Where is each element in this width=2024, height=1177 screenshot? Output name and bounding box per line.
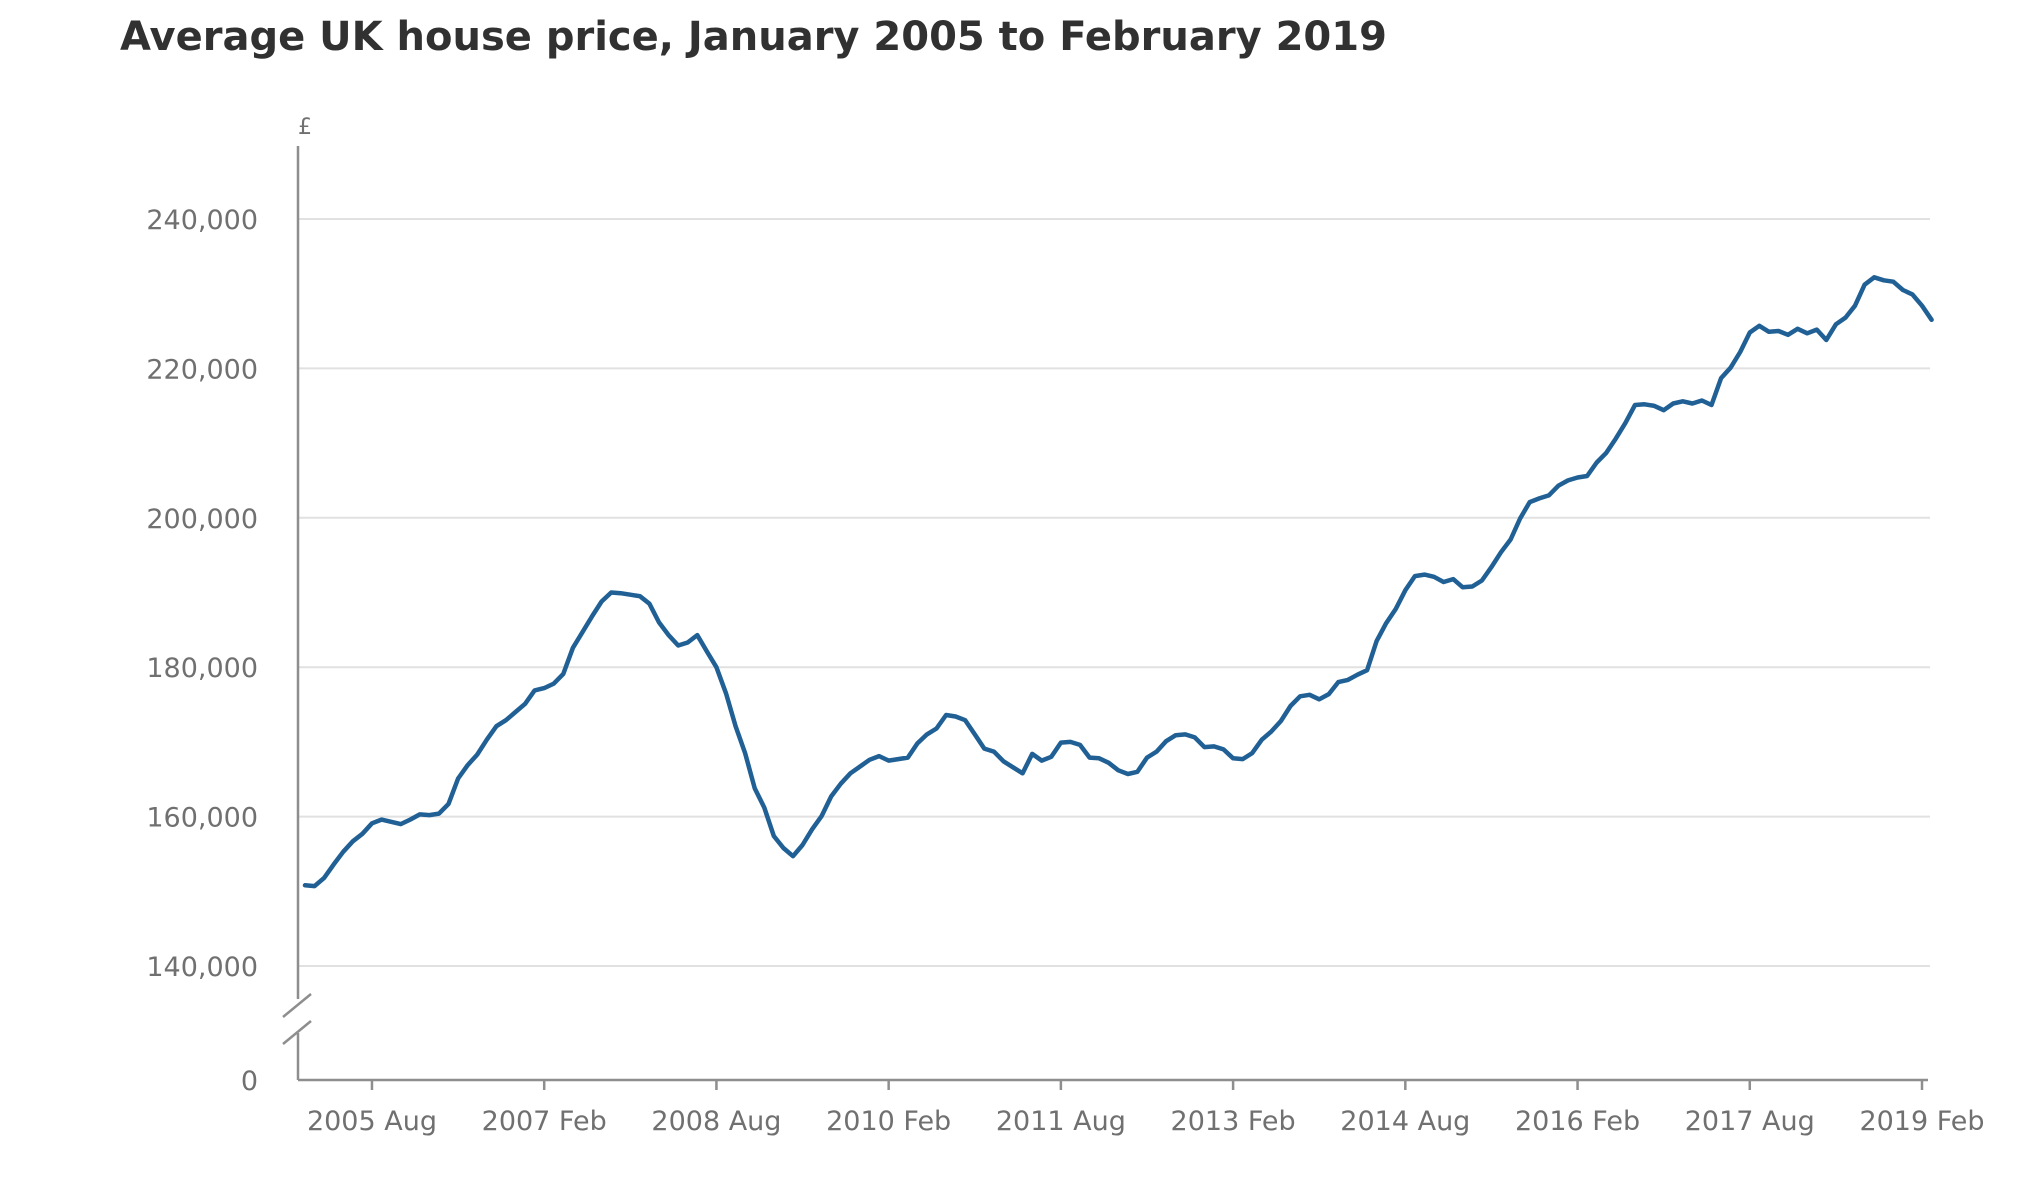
y-axis-unit-label: £	[298, 115, 312, 140]
x-tick-label: 2005 Aug	[307, 1106, 437, 1137]
y-tick-label: 140,000	[146, 952, 258, 983]
axis-break-mark	[282, 1020, 312, 1045]
axis-break-mark	[282, 993, 312, 1018]
y-tick-label: 180,000	[146, 653, 258, 684]
chart-title: Average UK house price, January 2005 to …	[120, 14, 1387, 60]
y-tick-label: 220,000	[146, 354, 258, 385]
y-tick-label: 200,000	[146, 504, 258, 535]
y-tick-labels: 0 140,000 160,000 180,000 200,000 220,000 240,…	[146, 205, 258, 1097]
x-tick-label: 2010 Feb	[826, 1106, 951, 1137]
series-lines	[302, 275, 1934, 889]
x-tick-labels: 2005 Aug 2007 Feb 2008 Aug 2010 Feb 2011 Aug…	[307, 1106, 1985, 1137]
gridlines	[298, 218, 1930, 967]
axes	[282, 146, 1928, 1090]
x-tick-label: 2013 Feb	[1171, 1106, 1296, 1137]
y-tick-label: 160,000	[146, 803, 258, 834]
x-tick-label: 2008 Aug	[651, 1106, 781, 1137]
x-tick-label: 2011 Aug	[996, 1106, 1126, 1137]
x-tick-label: 2016 Feb	[1515, 1106, 1640, 1137]
x-tick-label: 2017 Aug	[1685, 1106, 1815, 1137]
x-tick-label: 2019 Feb	[1859, 1106, 1984, 1137]
x-tick-label: 2007 Feb	[482, 1106, 607, 1137]
series-line	[302, 275, 1934, 889]
x-tick-label: 2014 Aug	[1340, 1106, 1470, 1137]
y-tick-label: 0	[241, 1066, 258, 1097]
y-tick-label: 240,000	[146, 205, 258, 236]
